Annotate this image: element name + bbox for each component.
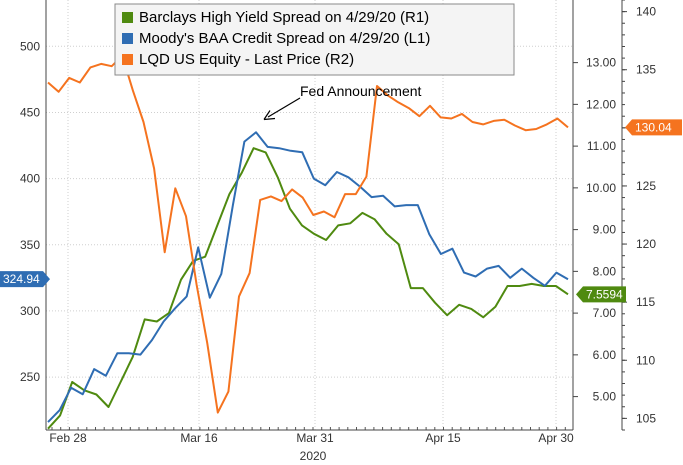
tick-label-r2: 110 xyxy=(636,353,655,367)
tick-label-r1: 7.00 xyxy=(593,306,617,320)
fed-annotation: Fed Announcement xyxy=(263,83,422,121)
tick-label-left: 500 xyxy=(20,39,40,53)
lqd-tag-label: 130.04 xyxy=(635,120,672,134)
lqd-tag-bg xyxy=(625,119,682,136)
series-line-high-yield xyxy=(47,147,569,430)
tick-label-r1: 10.00 xyxy=(586,181,616,195)
tick-label-r2: 120 xyxy=(636,237,656,251)
tick-label-left: 350 xyxy=(20,238,40,252)
tick-label-r1: 13.00 xyxy=(586,56,616,70)
tick-label-x: Mar 31 xyxy=(296,431,334,445)
tick-label-r1: 5.00 xyxy=(593,390,617,404)
tick-label-r1: 11.00 xyxy=(587,139,616,153)
legend-box xyxy=(114,3,515,76)
last-value-tags: 324.94 7.5594 130.04 xyxy=(0,119,682,303)
axes: 250 300 350 400 450 500 Feb 28 Mar 16 Mar 31 Apr … xyxy=(20,0,656,463)
legend-label-lqd: LQD US Equity - Last Price (R2) xyxy=(139,51,354,68)
tick-label-x: Mar 16 xyxy=(180,431,218,445)
legend-label-baa-spread: Moody's BAA Credit Spread on 4/29/20 (L1… xyxy=(139,30,430,47)
x-year-label: 2020 xyxy=(300,449,327,463)
tick-label-r1: 8.00 xyxy=(593,264,617,278)
legend-swatch-baa-spread xyxy=(122,33,133,44)
tick-label-r2: 135 xyxy=(636,63,656,77)
tick-label-left: 450 xyxy=(20,105,40,119)
annotation-arrow-line xyxy=(267,97,301,118)
tick-label-r2: 115 xyxy=(636,295,655,309)
tick-label-r1: 6.00 xyxy=(593,348,617,362)
tick-label-r1: 9.00 xyxy=(593,223,617,237)
legend: Barclays High Yield Spread on 4/29/20 (R… xyxy=(114,3,515,76)
legend-swatch-high-yield xyxy=(122,12,133,23)
series-lines xyxy=(47,54,569,430)
series-line-lqd xyxy=(47,54,569,414)
high-yield-tag-bg xyxy=(576,286,626,303)
legend-swatch-lqd xyxy=(122,54,133,65)
annotation-label: Fed Announcement xyxy=(300,83,422,99)
series-line-baa-spread xyxy=(47,131,569,423)
tick-label-left: 250 xyxy=(20,370,40,384)
legend-label-high-yield: Barclays High Yield Spread on 4/29/20 (R… xyxy=(139,9,429,26)
tick-label-r1: 12.00 xyxy=(586,97,616,111)
high-yield-tag-label: 7.5594 xyxy=(586,287,623,301)
baa-spread-tag-label: 324.94 xyxy=(3,272,40,286)
tick-label-left: 400 xyxy=(20,172,40,186)
tick-label-r2: 140 xyxy=(636,5,656,19)
annotation-arrow-head xyxy=(263,110,276,121)
tick-label-left: 300 xyxy=(20,304,40,318)
baa-spread-tag-bg xyxy=(0,271,50,288)
tick-label-r2: 125 xyxy=(636,179,656,193)
tick-label-x: Apr 15 xyxy=(425,431,461,445)
tick-label-r2: 105 xyxy=(636,411,656,425)
tick-label-x: Apr 30 xyxy=(538,431,574,445)
tick-label-x: Feb 28 xyxy=(49,431,87,445)
